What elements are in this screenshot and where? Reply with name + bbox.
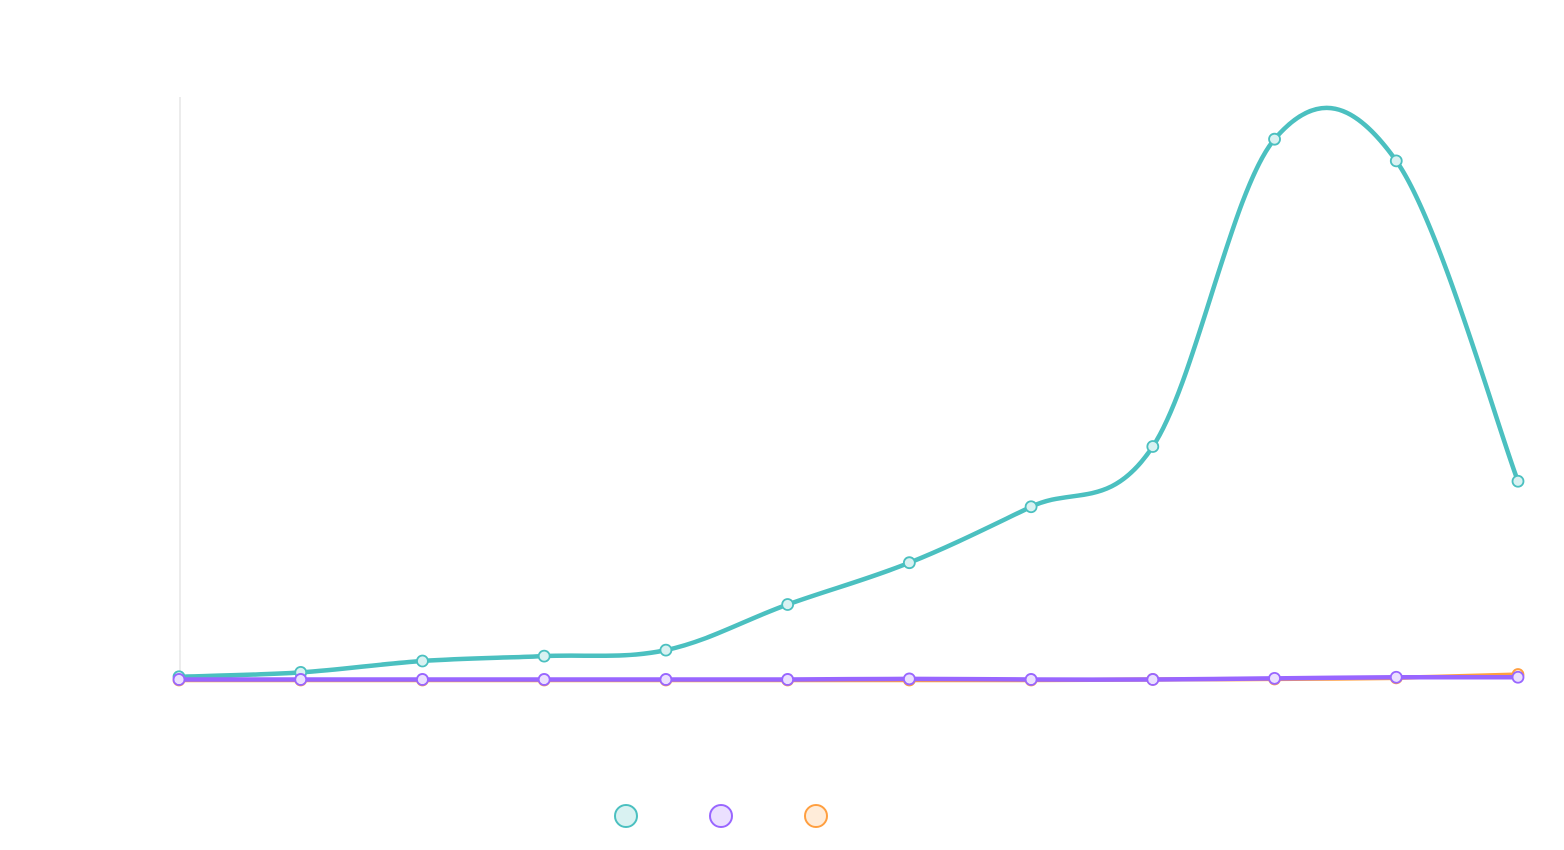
series-2-point-1[interactable]	[172, 673, 186, 686]
series-layer	[172, 105, 1525, 687]
series-2-point-8[interactable]	[1024, 673, 1038, 686]
series-1-point-8[interactable]	[1024, 500, 1038, 514]
series-2-point-5[interactable]	[659, 673, 673, 686]
series-1-point-4[interactable]	[537, 649, 551, 663]
legend-marker-series-3[interactable]	[804, 804, 828, 828]
series-1-point-12[interactable]	[1511, 474, 1525, 488]
series-2-point-12[interactable]	[1511, 670, 1525, 684]
series-1-point-9[interactable]	[1146, 440, 1160, 453]
series-2-point-4[interactable]	[537, 673, 551, 686]
series-2-point-9[interactable]	[1146, 673, 1160, 686]
legend[interactable]	[614, 804, 828, 828]
series-2-point-2[interactable]	[294, 673, 308, 686]
series-1-line	[176, 105, 1521, 679]
series-2-point-6[interactable]	[781, 673, 795, 686]
series-2-line	[176, 674, 1521, 682]
series-1-point-5[interactable]	[659, 643, 673, 657]
series-2-point-3[interactable]	[416, 673, 429, 686]
legend-marker-series-2[interactable]	[709, 804, 733, 828]
series-2-point-7[interactable]	[902, 672, 916, 686]
series-1-point-6[interactable]	[781, 598, 795, 611]
series-1-point-3[interactable]	[416, 654, 429, 668]
series-1-point-10[interactable]	[1268, 132, 1281, 146]
series-2	[172, 670, 1525, 686]
legend-marker-series-1[interactable]	[614, 804, 638, 828]
series-2-point-11[interactable]	[1389, 670, 1403, 684]
series-2-point-10[interactable]	[1268, 671, 1281, 685]
series-1-point-7[interactable]	[902, 556, 916, 570]
series-1	[172, 105, 1525, 684]
series-1-point-11[interactable]	[1389, 154, 1403, 168]
